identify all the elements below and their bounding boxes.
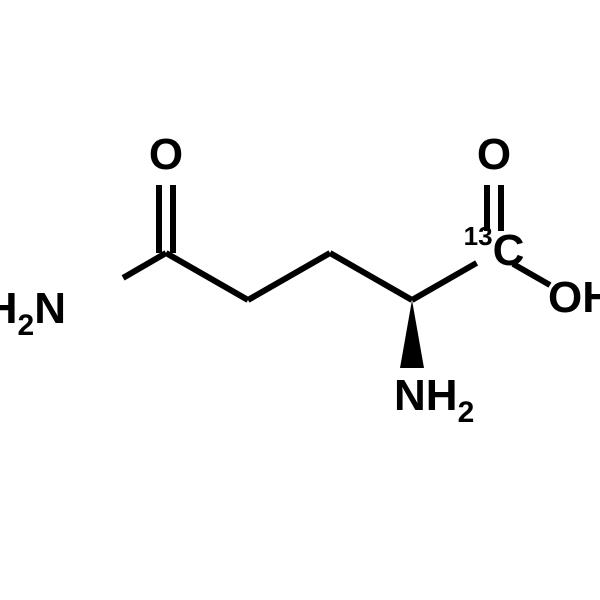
stereo-wedge	[400, 300, 424, 368]
atom-labels: H2NOO13COHNH2	[0, 130, 600, 430]
label-nh2: NH2	[394, 371, 474, 430]
label-o-carbonyl: O	[477, 130, 511, 179]
molecule-canvas: H2NOO13COHNH2	[0, 0, 600, 600]
label-h2n: H2N	[0, 284, 66, 343]
bond-C3-C4	[248, 253, 330, 300]
bond-NH2_left-C_amide	[123, 253, 166, 278]
label-oh: OH	[548, 273, 600, 322]
bond-C_alpha-C_carboxyl	[412, 263, 477, 300]
bond-C4-C_alpha	[330, 253, 412, 300]
bond-C_amide-C3	[166, 253, 248, 300]
label-o-amide: O	[149, 130, 183, 179]
